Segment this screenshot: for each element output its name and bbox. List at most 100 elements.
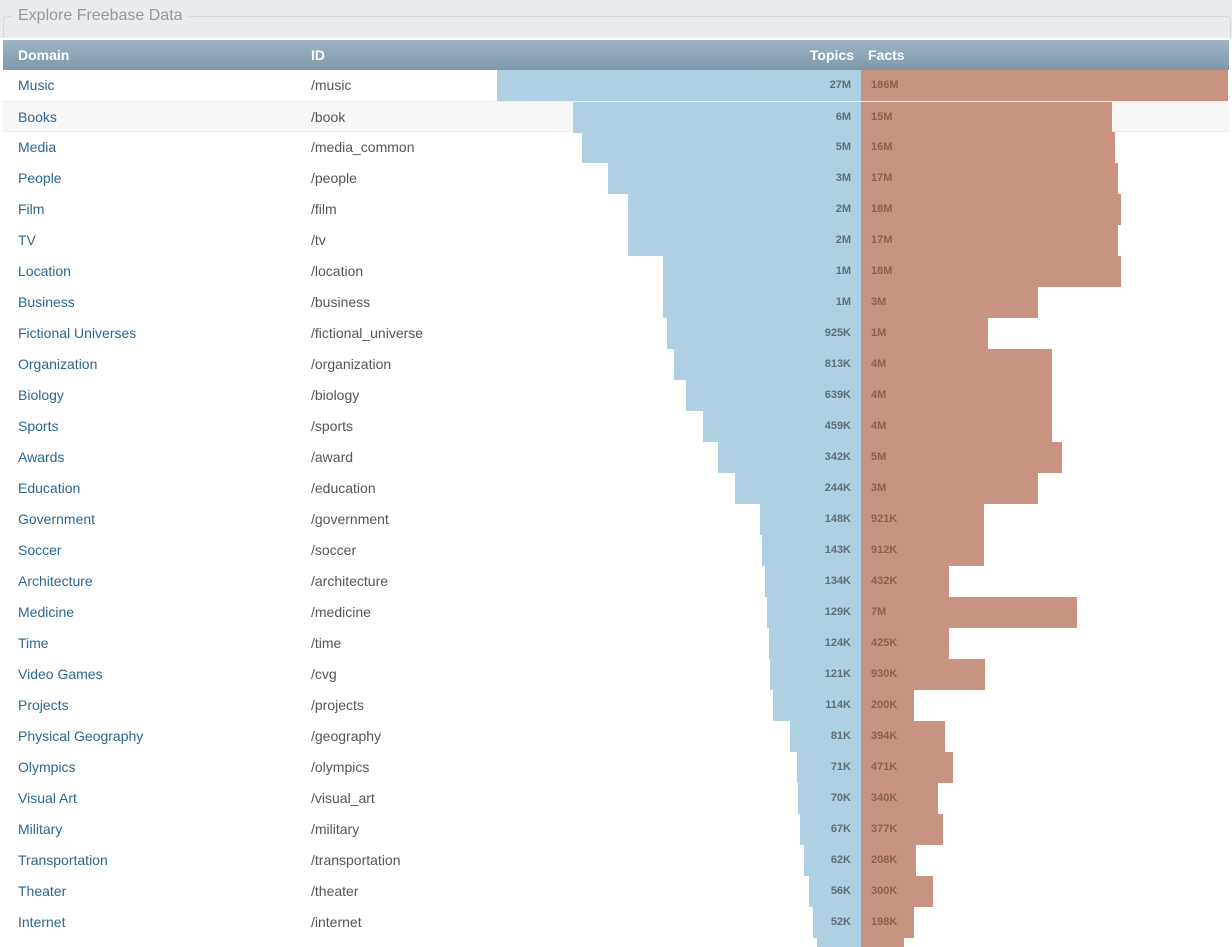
facts-count: 198K	[871, 916, 898, 928]
domain-table: Domain ID Topics Facts Music/music 27M 186…	[3, 38, 1229, 947]
topics-count: 1M	[835, 296, 851, 308]
domain-link[interactable]: Theater	[18, 883, 67, 899]
domain-link[interactable]: Projects	[18, 697, 69, 713]
table-row[interactable]: Soccer/soccer 143K 912K	[3, 535, 1229, 566]
domain-link[interactable]: Awards	[18, 449, 65, 465]
facts-count: 425K	[871, 637, 898, 649]
domain-id: /government	[311, 511, 389, 527]
facts-bar	[861, 225, 1119, 256]
topics-bar	[766, 597, 861, 628]
table-row[interactable]: Theater/theater 56K 300K	[3, 876, 1229, 907]
topics-count: 71K	[830, 761, 851, 773]
domain-link[interactable]: TV	[18, 232, 36, 248]
facts-count: 930K	[871, 668, 898, 680]
facts-bar	[861, 752, 954, 783]
topics-count: 639K	[824, 389, 851, 401]
table-row[interactable]: Business/business 1M 3M	[3, 287, 1229, 318]
table-row[interactable]: Transportation/transportation 62K 208K	[3, 845, 1229, 876]
table-row[interactable]: Location/location 1M 18M	[3, 256, 1229, 287]
facts-count: 18M	[871, 265, 893, 277]
table-row[interactable]: Film/film 2M 18M	[3, 194, 1229, 225]
topics-count: 121K	[824, 668, 851, 680]
table-row[interactable]: Video Games/cvg 121K 930K	[3, 659, 1229, 690]
facts-bar	[861, 132, 1116, 163]
facts-count: 340K	[871, 792, 898, 804]
column-header-id[interactable]: ID	[311, 47, 325, 63]
topics-count: 62K	[830, 854, 851, 866]
facts-count: 3M	[871, 296, 887, 308]
domain-id: /cvg	[311, 666, 337, 682]
table-row[interactable]: Education/education 244K 3M	[3, 473, 1229, 504]
facts-count: 186M	[871, 79, 899, 91]
page-title: Explore Freebase Data	[12, 6, 189, 26]
domain-id: /media_common	[311, 139, 415, 155]
domain-link[interactable]: Books	[18, 109, 57, 125]
topics-count: 244K	[824, 482, 851, 494]
facts-bar	[861, 597, 1078, 628]
page-header	[0, 0, 1232, 38]
table-row[interactable]: Sports/sports 459K 4M	[3, 411, 1229, 442]
topics-count: 134K	[824, 575, 851, 587]
domain-link[interactable]: Fictional Universes	[18, 325, 137, 341]
column-header-facts[interactable]: Facts	[868, 47, 905, 63]
topics-bar	[790, 721, 861, 752]
domain-link[interactable]: Organization	[18, 356, 98, 372]
domain-link[interactable]: Biology	[18, 387, 64, 403]
domain-link[interactable]: Soccer	[18, 542, 62, 558]
table-row[interactable]: Physical Geography/geography 81K 394K	[3, 721, 1229, 752]
domain-link[interactable]: Military	[18, 821, 63, 837]
table-row[interactable]	[3, 938, 1229, 947]
facts-bar	[861, 442, 1062, 473]
facts-bar	[861, 70, 1228, 101]
table-body: Music/music 27M 186M Books/book 6M 15M Media/m…	[3, 70, 1229, 947]
table-row[interactable]: Awards/award 342K 5M	[3, 442, 1229, 473]
domain-link[interactable]: Government	[18, 511, 96, 527]
table-row[interactable]: Medicine/medicine 129K 7M	[3, 597, 1229, 628]
table-row[interactable]: People/people 3M 17M	[3, 163, 1229, 194]
domain-link[interactable]: Visual Art	[18, 790, 77, 806]
column-header-topics[interactable]: Topics	[809, 47, 854, 63]
domain-link[interactable]: Business	[18, 294, 75, 310]
domain-id: /transportation	[311, 852, 401, 868]
facts-count: 471K	[871, 761, 898, 773]
domain-link[interactable]: Physical Geography	[18, 728, 144, 744]
table-row[interactable]: Organization/organization 813K 4M	[3, 349, 1229, 380]
table-row[interactable]: Fictional Universes/fictional_universe 92…	[3, 318, 1229, 349]
domain-link[interactable]: Olympics	[18, 759, 76, 775]
table-row[interactable]: Time/time 124K 425K	[3, 628, 1229, 659]
table-row[interactable]: TV/tv 2M 17M	[3, 225, 1229, 256]
domain-link[interactable]: Education	[18, 480, 81, 496]
topics-bar	[770, 659, 861, 690]
table-row[interactable]: Architecture/architecture 134K 432K	[3, 566, 1229, 597]
table-row[interactable]: Olympics/olympics 71K 471K	[3, 752, 1229, 783]
table-row[interactable]: Music/music 27M 186M	[3, 70, 1229, 101]
domain-link[interactable]: Architecture	[18, 573, 93, 589]
domain-link[interactable]: Film	[18, 201, 45, 217]
table-row[interactable]: Visual Art/visual_art 70K 340K	[3, 783, 1229, 814]
facts-bar	[861, 349, 1052, 380]
domain-link[interactable]: Location	[18, 263, 71, 279]
topics-count: 56K	[830, 885, 851, 897]
table-row[interactable]: Internet/internet 52K 198K	[3, 907, 1229, 938]
domain-link[interactable]: Transportation	[18, 852, 108, 868]
table-row[interactable]: Projects/projects 114K 200K	[3, 690, 1229, 721]
facts-count: 4M	[871, 420, 887, 432]
domain-id: /music	[311, 77, 352, 93]
topics-bar	[812, 907, 861, 938]
table-row[interactable]: Books/book 6M 15M	[3, 101, 1229, 133]
topics-count: 70K	[830, 792, 851, 804]
domain-id: /architecture	[311, 573, 389, 589]
domain-link[interactable]: Music	[18, 77, 55, 93]
table-row[interactable]: Military/military 67K 377K	[3, 814, 1229, 845]
table-row[interactable]: Biology/biology 639K 4M	[3, 380, 1229, 411]
domain-link[interactable]: Sports	[18, 418, 59, 434]
domain-link[interactable]: Video Games	[18, 666, 103, 682]
domain-link[interactable]: Internet	[18, 914, 66, 930]
table-row[interactable]: Government/government 148K 921K	[3, 504, 1229, 535]
domain-link[interactable]: Media	[18, 139, 57, 155]
domain-link[interactable]: People	[18, 170, 62, 186]
domain-link[interactable]: Medicine	[18, 604, 75, 620]
domain-link[interactable]: Time	[18, 635, 49, 651]
column-header-domain[interactable]: Domain	[18, 47, 70, 63]
table-row[interactable]: Media/media_common 5M 16M	[3, 132, 1229, 163]
